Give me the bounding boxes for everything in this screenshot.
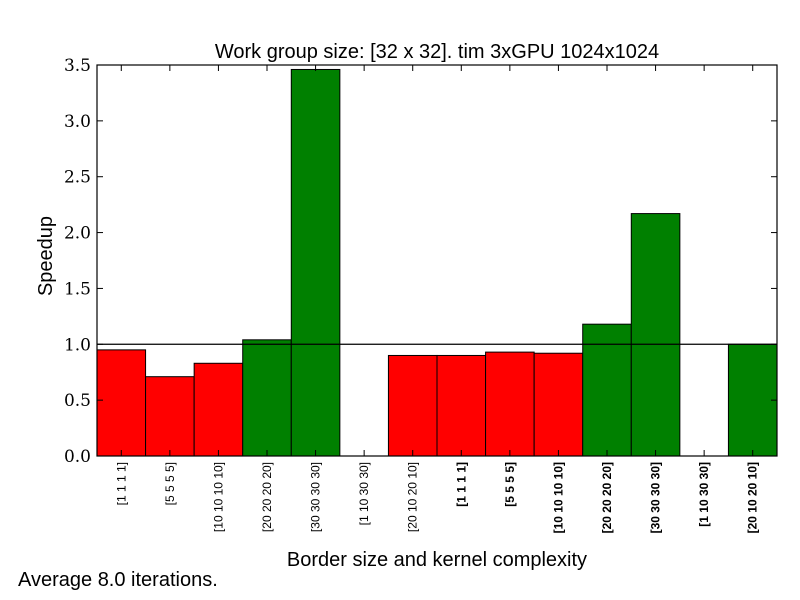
plot-frame [96, 64, 778, 457]
y-tick-label: 0.5 [64, 391, 91, 411]
y-tick-label: 1.5 [64, 279, 91, 299]
x-tick-label: [5 5 5 5] [163, 462, 177, 505]
x-tick-label: [1 1 1 1] [454, 462, 468, 507]
x-axis-ticks: [1 1 1 1] [5 5 5 5] [10 10 10 10] [20 20 20… [114, 65, 760, 533]
y-tick-label: 2.5 [64, 168, 91, 188]
y-axis-ticks: 0.0 0.5 1.0 1.5 2.0 2.5 3.0 3.5 [64, 56, 777, 467]
y-tick-label: 3.0 [64, 112, 91, 132]
x-tick-label: [5 5 5 5] [503, 462, 517, 507]
x-tick-label: [20 10 20 10] [746, 462, 760, 533]
x-tick-label: [20 20 20 20] [260, 462, 274, 532]
chart-title: Work group size: [32 x 32]. tim 3xGPU 10… [215, 41, 659, 63]
bar [533, 352, 584, 457]
bar [387, 354, 438, 457]
x-tick-label: [1 1 1 1] [114, 462, 128, 505]
y-axis-label: Speedup [35, 216, 57, 296]
y-tick-label: 2.0 [64, 224, 91, 244]
y-tick-label: 3.5 [64, 56, 91, 76]
x-tick-label: [30 30 30 30] [309, 462, 323, 532]
bar [727, 343, 778, 457]
bar [485, 351, 535, 457]
x-tick-label: [1 10 30 30] [357, 462, 371, 525]
bar [242, 339, 292, 457]
footnote: Average 8.0 iterations. [18, 569, 218, 591]
bars-group [96, 68, 778, 457]
x-tick-label: [30 30 30 30] [649, 462, 663, 533]
x-tick-label: [20 10 20 10] [406, 462, 420, 532]
bar [193, 362, 244, 457]
bar [96, 349, 147, 457]
bar [630, 213, 681, 457]
x-tick-label: [1 10 30 30] [697, 462, 711, 527]
y-tick-label: 1.0 [64, 335, 91, 355]
x-axis-label: Border size and kernel complexity [287, 549, 587, 571]
x-tick-label: [20 20 20 20] [600, 462, 614, 533]
bar [582, 323, 632, 457]
x-tick-label: [10 10 10 10] [211, 462, 225, 532]
y-tick-label: 0.0 [64, 447, 91, 467]
bar [290, 68, 341, 457]
bar [145, 376, 195, 457]
x-tick-label: [10 10 10 10] [551, 462, 565, 533]
bar [436, 354, 487, 457]
